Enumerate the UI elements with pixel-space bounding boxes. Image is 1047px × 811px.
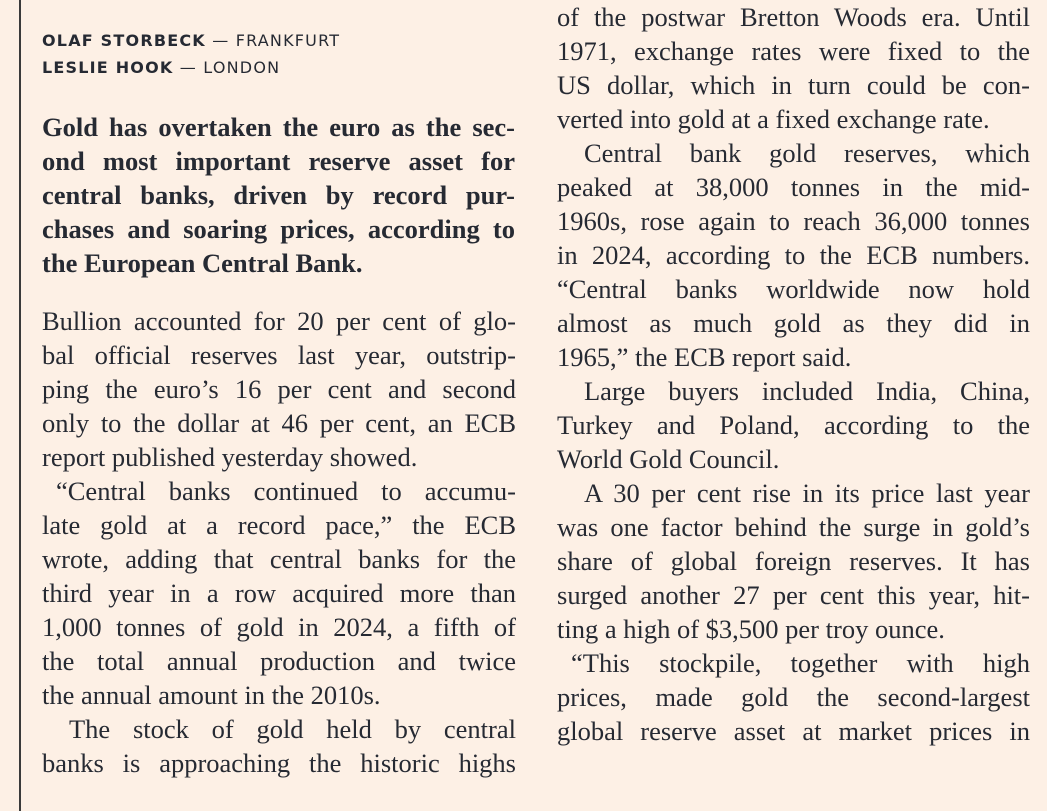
lead-paragraph-line: chases and soaring prices, according to xyxy=(42,214,515,244)
body-paragraph-line: wrote, adding that central banks for the xyxy=(42,544,516,574)
body-paragraph-line: A 30 per cent rise in its price last yea… xyxy=(584,478,1030,508)
lead-paragraph-line: ond most important reserve asset for xyxy=(42,146,515,176)
body-paragraph-line: of the postwar Bretton Woods era. Until xyxy=(557,2,1030,32)
body-paragraph-line: Central bank gold reserves, which xyxy=(584,138,1030,168)
body-paragraph-line: ting a high of $3,500 per troy ounce. xyxy=(557,614,945,644)
body-paragraph-line: the annual amount in the 2010s. xyxy=(42,680,381,710)
body-paragraph-line: ping the euro’s 16 per cent and second xyxy=(42,374,516,404)
body-paragraph-line: World Gold Council. xyxy=(557,444,780,474)
author-location: FRANKFURT xyxy=(235,31,341,50)
column-rule xyxy=(19,0,21,811)
body-paragraph-line: 1965,” the ECB report said. xyxy=(557,342,852,372)
body-paragraph-line: US dollar, which in turn could be con- xyxy=(557,70,1030,100)
byline-1: OLAF STORBECK — FRANKFURT xyxy=(42,27,340,54)
author-location: LONDON xyxy=(203,58,281,77)
body-paragraph-line: Turkey and Poland, according to the xyxy=(557,410,1030,440)
author-name: LESLIE HOOK xyxy=(42,58,174,77)
lead-paragraph-line: central banks, driven by record pur- xyxy=(42,180,515,210)
separator: — xyxy=(212,31,230,50)
author-name: OLAF STORBECK xyxy=(42,31,206,50)
body-paragraph-line: prices, made gold the second-largest xyxy=(557,682,1030,712)
body-paragraph-line: bal official reserves last year, outstri… xyxy=(42,340,516,370)
byline-2: LESLIE HOOK — LONDON xyxy=(42,54,280,81)
body-paragraph-line: Large buyers included India, China, xyxy=(584,376,1030,406)
body-paragraph-line: “This stockpile, together with high xyxy=(571,648,1030,678)
body-paragraph-line: global reserve asset at market prices in xyxy=(557,716,1030,746)
body-paragraph-line: 1,000 tonnes of gold in 2024, a fifth of xyxy=(42,612,516,642)
body-paragraph-line: The stock of gold held by central xyxy=(69,714,516,744)
body-paragraph-line: in 2024, according to the ECB numbers. xyxy=(557,240,1030,270)
body-paragraph-line: the total annual production and twice xyxy=(42,646,516,676)
body-paragraph-line: “Central banks continued to accumu- xyxy=(56,476,516,506)
body-paragraph-line: 1971, exchange rates were fixed to the xyxy=(557,36,1030,66)
lead-paragraph-line: Gold has overtaken the euro as the sec- xyxy=(42,112,515,142)
body-paragraph-line: “Central banks worldwide now hold xyxy=(557,274,1030,304)
body-paragraph-line: report published yesterday showed. xyxy=(42,442,418,472)
lead-paragraph-line: the European Central Bank. xyxy=(42,248,363,278)
body-paragraph-line: almost as much gold as they did in xyxy=(557,308,1030,338)
body-paragraph-line: Bullion accounted for 20 per cent of glo… xyxy=(42,306,516,336)
body-paragraph-line: only to the dollar at 46 per cent, an EC… xyxy=(42,408,516,438)
body-paragraph-line: third year in a row acquired more than xyxy=(42,578,516,608)
body-paragraph-line: banks is approaching the historic highs xyxy=(42,748,516,778)
body-paragraph-line: late gold at a record pace,” the ECB xyxy=(42,510,516,540)
body-paragraph-line: verted into gold at a fixed exchange rat… xyxy=(557,104,990,134)
body-paragraph-line: was one factor behind the surge in gold’… xyxy=(557,512,1030,542)
body-paragraph-line: peaked at 38,000 tonnes in the mid- xyxy=(557,172,1030,202)
separator: — xyxy=(179,58,197,77)
body-paragraph-line: surged another 27 per cent this year, hi… xyxy=(557,580,1030,610)
body-paragraph-line: share of global foreign reserves. It has xyxy=(557,546,1030,576)
body-paragraph-line: 1960s, rose again to reach 36,000 tonnes xyxy=(557,206,1030,236)
